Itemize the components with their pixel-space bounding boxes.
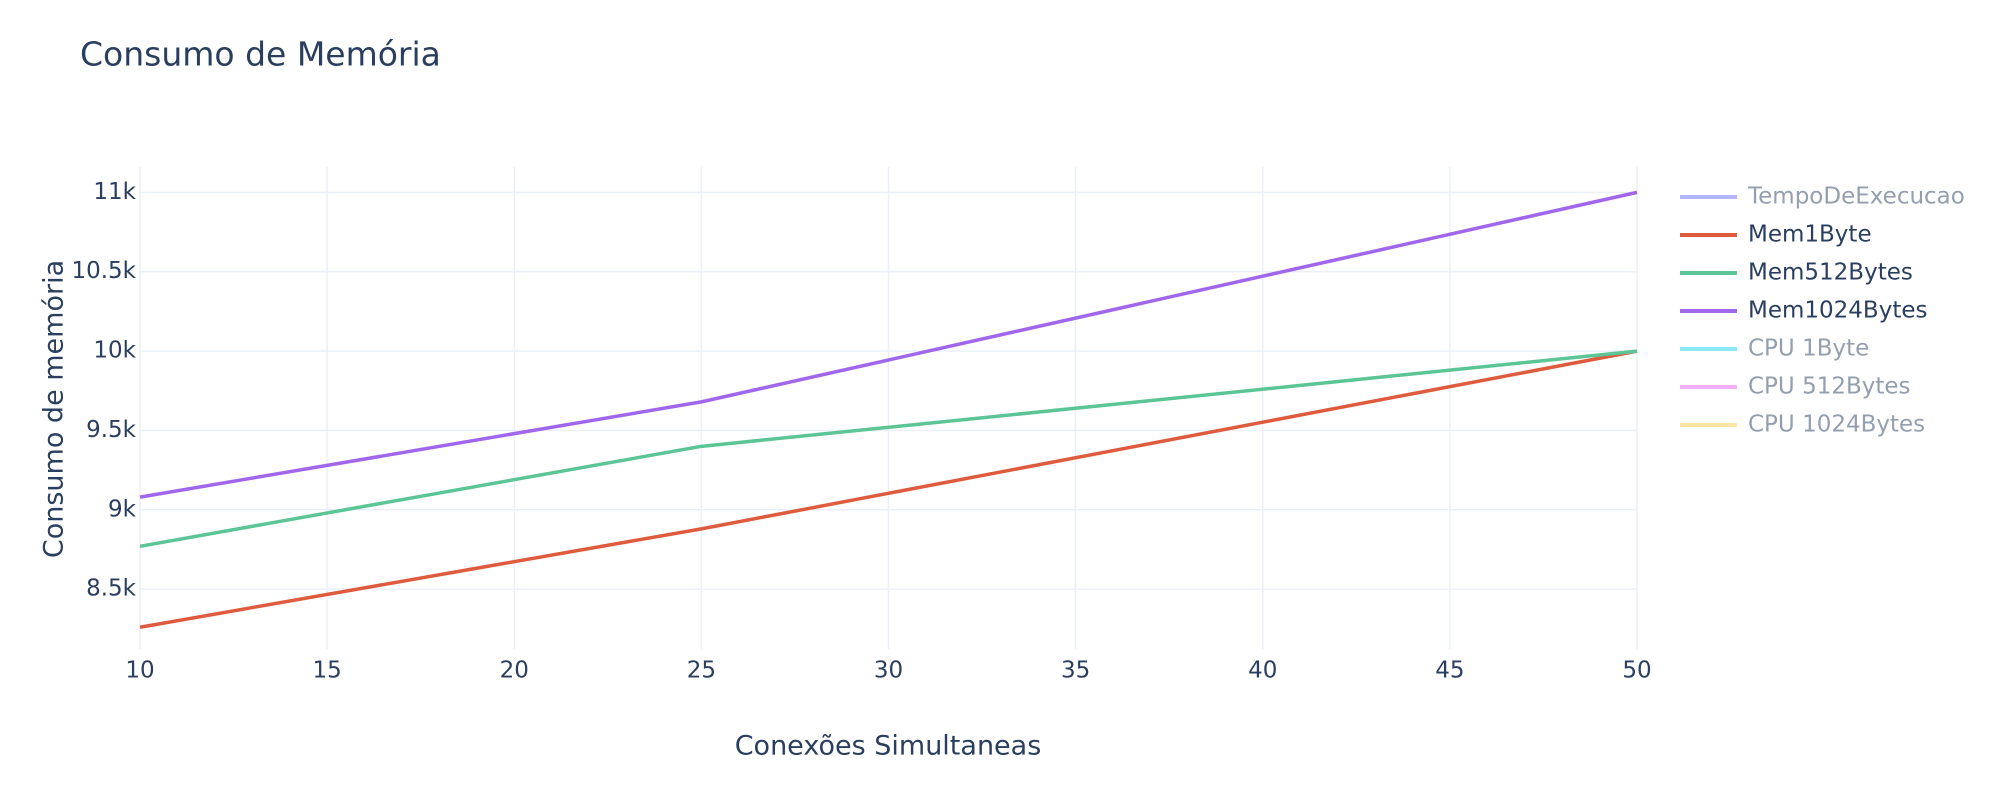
x-tick-label: 40 [1248, 658, 1277, 684]
x-tick-label: 15 [312, 658, 341, 684]
legend-label[interactable]: CPU 1Byte [1748, 336, 1869, 362]
legend-label[interactable]: Mem1Byte [1748, 222, 1872, 248]
y-tick-label: 10.5k [71, 258, 136, 284]
y-tick-label: 10k [93, 338, 136, 364]
chart-title: Consumo de Memória [80, 35, 441, 74]
x-tick-label: 35 [1061, 658, 1090, 684]
line-series [139, 349, 1638, 549]
line-series [139, 190, 1638, 499]
x-tick-label: 50 [1622, 658, 1651, 684]
legend-label[interactable]: Mem1024Bytes [1748, 298, 1927, 324]
y-tick-label: 9k [108, 496, 137, 522]
y-axis-title: Consumo de memória [39, 260, 70, 558]
legend-label[interactable]: TempoDeExecucao [1747, 184, 1965, 210]
x-tick-label: 10 [125, 658, 154, 684]
legend-label[interactable]: Mem512Bytes [1748, 260, 1913, 286]
x-tick-label: 20 [500, 658, 529, 684]
y-tick-label: 8.5k [86, 576, 137, 602]
line-series [139, 349, 1638, 629]
y-tick-label: 9.5k [86, 417, 137, 443]
x-tick-label: 25 [687, 658, 716, 684]
legend-label[interactable]: CPU 1024Bytes [1748, 412, 1925, 438]
legend-label[interactable]: CPU 512Bytes [1748, 374, 1911, 400]
y-tick-label: 11k [93, 179, 136, 205]
x-tick-label: 45 [1435, 658, 1464, 684]
x-axis-title: Conexões Simultaneas [735, 731, 1042, 762]
x-tick-label: 30 [874, 658, 903, 684]
